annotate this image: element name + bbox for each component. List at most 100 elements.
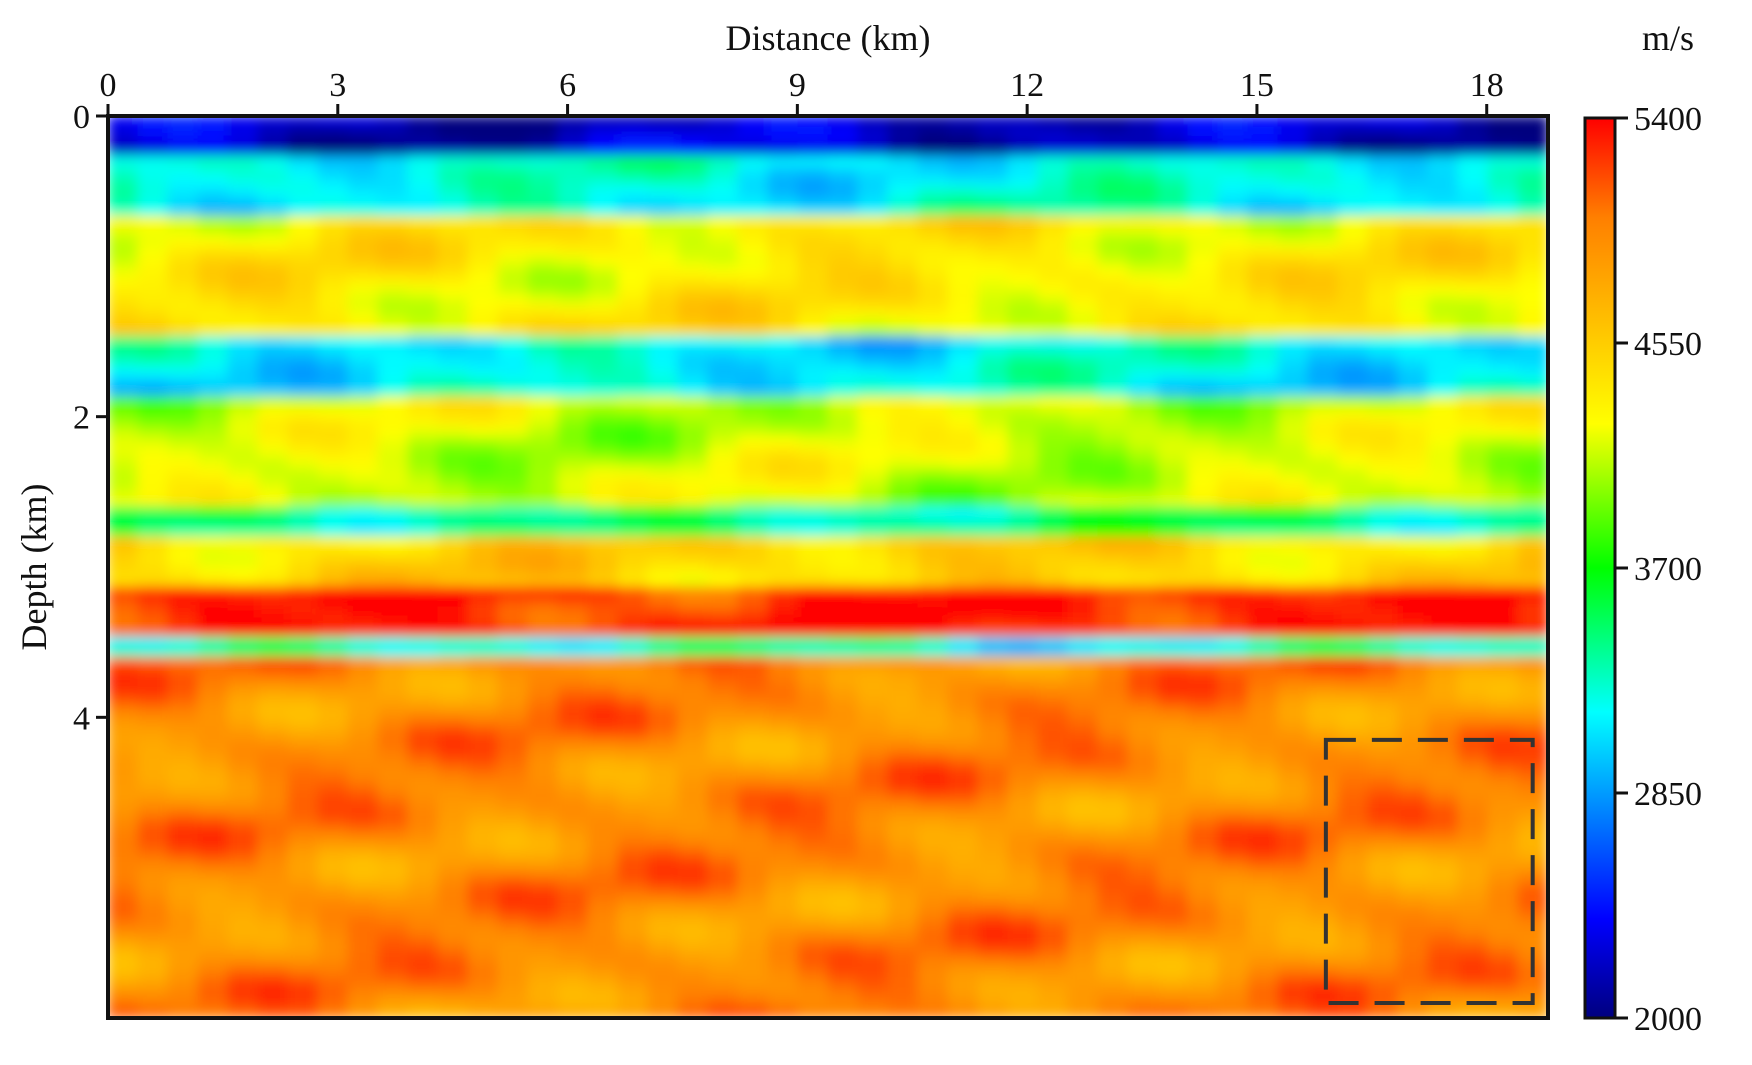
heatmap-cell bbox=[467, 997, 499, 1009]
heatmap-cell bbox=[317, 125, 349, 137]
heatmap-cell bbox=[737, 416, 769, 428]
heatmap-cell bbox=[617, 596, 649, 608]
heatmap-cell bbox=[1367, 927, 1399, 939]
heatmap-cell bbox=[167, 927, 199, 939]
heatmap-cell bbox=[1037, 696, 1069, 708]
heatmap-cell bbox=[707, 335, 739, 348]
heatmap-cell bbox=[377, 366, 409, 378]
heatmap-cell bbox=[137, 315, 169, 327]
heatmap-cell bbox=[1007, 165, 1039, 177]
heatmap-cell bbox=[1367, 506, 1399, 518]
heatmap-cell bbox=[827, 546, 859, 558]
heatmap-cell bbox=[527, 356, 559, 368]
heatmap-cell bbox=[347, 466, 379, 478]
heatmap-cell bbox=[1307, 245, 1339, 257]
heatmap-cell bbox=[1247, 476, 1279, 488]
heatmap-cell bbox=[287, 927, 319, 939]
heatmap-cell bbox=[647, 496, 679, 508]
heatmap-cell bbox=[947, 606, 979, 618]
heatmap-cell bbox=[347, 827, 379, 839]
heatmap-cell bbox=[317, 356, 349, 368]
heatmap-cell bbox=[1427, 325, 1459, 337]
heatmap-cell bbox=[1427, 506, 1459, 518]
heatmap-cell bbox=[317, 626, 349, 638]
heatmap-cell bbox=[857, 776, 889, 788]
heatmap-cell bbox=[467, 786, 499, 799]
heatmap-cell bbox=[947, 897, 979, 909]
heatmap-cell bbox=[167, 887, 199, 899]
heatmap-cell bbox=[857, 325, 889, 337]
heatmap-cell bbox=[467, 275, 499, 287]
heatmap-cell bbox=[197, 947, 229, 959]
heatmap-cell bbox=[767, 185, 799, 197]
heatmap-cell bbox=[1457, 626, 1489, 638]
heatmap-cell bbox=[857, 887, 889, 899]
heatmap-cell bbox=[1427, 937, 1459, 949]
heatmap-cell bbox=[287, 396, 319, 408]
heatmap-cell bbox=[1337, 766, 1369, 778]
heatmap-cell bbox=[497, 566, 529, 578]
heatmap-cell bbox=[917, 847, 949, 859]
heatmap-cell bbox=[407, 145, 439, 157]
heatmap-cell bbox=[1337, 706, 1369, 718]
heatmap-cell bbox=[1007, 325, 1039, 337]
heatmap-cell bbox=[1397, 626, 1429, 638]
heatmap-cell bbox=[587, 436, 619, 448]
heatmap-cell bbox=[407, 616, 439, 628]
heatmap-cell bbox=[1127, 676, 1159, 688]
heatmap-cell bbox=[527, 116, 559, 127]
heatmap-cell bbox=[1067, 275, 1099, 287]
heatmap-cell bbox=[827, 315, 859, 327]
heatmap-cell bbox=[617, 556, 649, 568]
heatmap-cell bbox=[767, 907, 799, 919]
heatmap-cell bbox=[347, 716, 379, 728]
heatmap-cell bbox=[1187, 165, 1219, 177]
heatmap-cell bbox=[467, 576, 499, 588]
heatmap-cell bbox=[557, 987, 589, 999]
heatmap-cell bbox=[737, 536, 769, 548]
heatmap-cell bbox=[827, 897, 859, 909]
heatmap-cell bbox=[707, 977, 739, 989]
heatmap-cell bbox=[1217, 155, 1249, 167]
heatmap-cell bbox=[1067, 957, 1099, 969]
heatmap-cell bbox=[197, 145, 229, 157]
heatmap-cell bbox=[257, 837, 289, 849]
heatmap-cell bbox=[887, 797, 919, 809]
heatmap-cell bbox=[1127, 215, 1159, 227]
heatmap-cell bbox=[767, 476, 799, 488]
heatmap-cell bbox=[557, 215, 589, 227]
heatmap-cell bbox=[977, 195, 1009, 207]
heatmap-cell bbox=[917, 235, 949, 247]
heatmap-cell bbox=[257, 386, 289, 398]
heatmap-cell bbox=[647, 676, 679, 688]
heatmap-cell bbox=[497, 175, 529, 187]
heatmap-cell bbox=[167, 646, 199, 658]
heatmap-cell bbox=[1487, 386, 1519, 398]
heatmap-cell bbox=[1487, 516, 1519, 528]
heatmap-cell bbox=[167, 626, 199, 638]
heatmap-cell bbox=[197, 486, 229, 498]
heatmap-cell bbox=[977, 135, 1009, 147]
heatmap-cell bbox=[497, 837, 529, 849]
heatmap-cell bbox=[1307, 726, 1339, 738]
heatmap-cell bbox=[947, 335, 979, 348]
heatmap-cell bbox=[347, 706, 379, 718]
heatmap-cell bbox=[1367, 867, 1399, 879]
heatmap-cell bbox=[887, 185, 919, 197]
heatmap-cell bbox=[887, 706, 919, 718]
heatmap-cell bbox=[407, 506, 439, 518]
heatmap-cell bbox=[557, 245, 589, 257]
heatmap-cell bbox=[1067, 917, 1099, 929]
heatmap-cell bbox=[197, 997, 229, 1009]
heatmap-cell bbox=[767, 586, 799, 598]
heatmap-cell bbox=[1307, 486, 1339, 498]
heatmap-cell bbox=[1067, 756, 1099, 768]
heatmap-cell bbox=[767, 155, 799, 167]
heatmap-cell bbox=[1427, 145, 1459, 157]
heatmap-cell bbox=[227, 185, 259, 197]
heatmap-cell bbox=[167, 967, 199, 979]
heatmap-cell bbox=[497, 436, 529, 448]
heatmap-cell bbox=[977, 265, 1009, 277]
heatmap-cell bbox=[827, 887, 859, 899]
heatmap-cell bbox=[347, 807, 379, 819]
